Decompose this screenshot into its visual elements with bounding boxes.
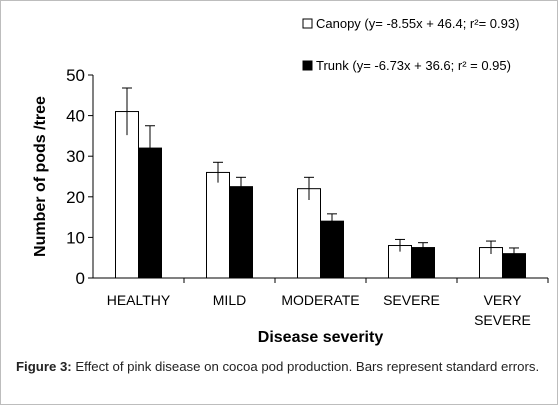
- bar-canopy: [297, 188, 321, 279]
- y-tick-label: 0: [76, 269, 85, 288]
- caption-label: Figure 3:: [16, 359, 72, 374]
- y-tick-label: 30: [66, 147, 85, 166]
- y-axis-label: Number of pods /tree: [32, 96, 49, 257]
- bars: [115, 87, 526, 279]
- caption-text: Effect of pink disease on cocoa pod prod…: [71, 359, 540, 374]
- legend: Canopy (y= -8.55x + 46.4; r²= 0.93) Trunk…: [302, 16, 519, 73]
- y-tick-label: 20: [66, 188, 85, 207]
- legend-label: Trunk (y= -6.73x + 36.6; r² = 0.95): [316, 58, 511, 73]
- x-tick-label: HEALTHY: [107, 292, 171, 308]
- y-axis-ticks: 0 10 20 30 40 50: [66, 66, 93, 288]
- x-axis-ticks: HEALTHY MILD MODERATE SEVERE VERY SEVERE: [107, 278, 549, 328]
- bar-trunk: [320, 220, 344, 279]
- legend-label: Canopy (y= -8.55x + 46.4; r²= 0.93): [316, 16, 519, 31]
- y-tick-label: 10: [66, 228, 85, 247]
- x-tick-label: SEVERE: [383, 292, 440, 308]
- x-axis-label: Disease severity: [258, 329, 384, 346]
- y-tick-label: 40: [66, 107, 85, 126]
- bar-canopy: [206, 171, 230, 279]
- x-tick-label: VERY SEVERE: [474, 292, 531, 328]
- y-tick-label: 50: [66, 66, 85, 85]
- bar-canopy: [115, 111, 139, 279]
- legend-swatch-canopy: [302, 18, 313, 29]
- legend-swatch-trunk: [302, 60, 313, 71]
- bar-chart: 0 10 20 30 40 50 HEALTHY MILD MODERATE SEVERE VER…: [32, 16, 549, 346]
- x-tick-label: MILD: [213, 292, 246, 308]
- bar-trunk: [229, 186, 253, 279]
- x-tick-label: MODERATE: [281, 292, 359, 308]
- figure-caption: Figure 3: Effect of pink disease on coco…: [16, 358, 544, 375]
